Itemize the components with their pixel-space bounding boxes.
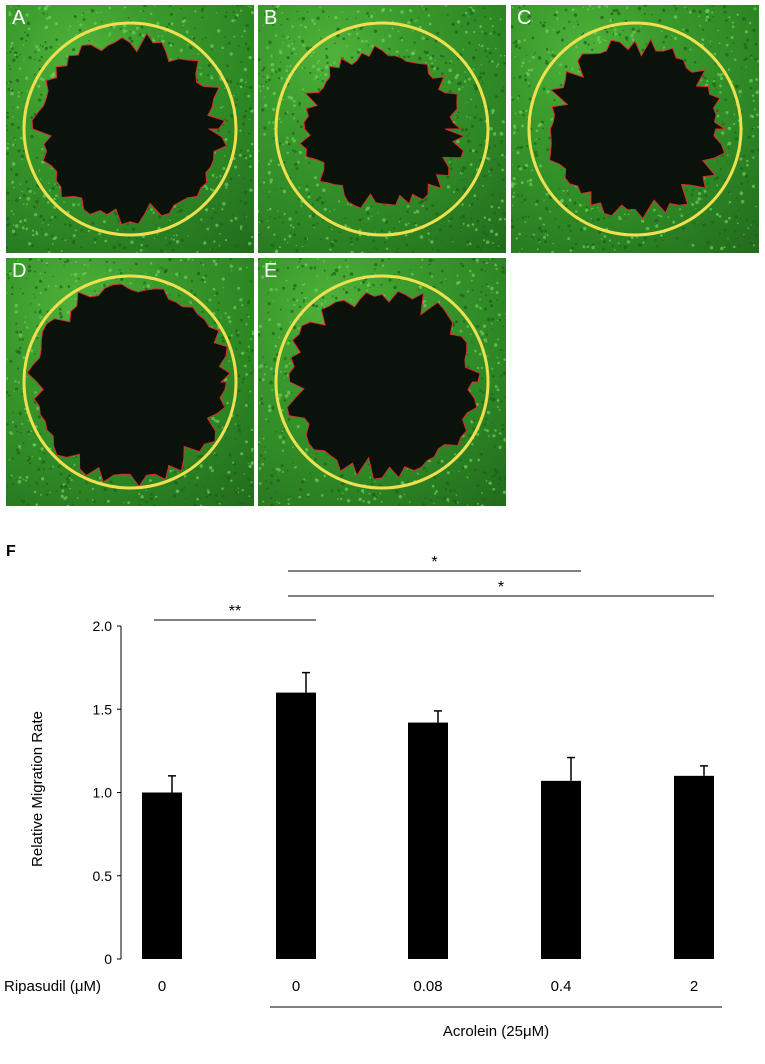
panel-label-a: A xyxy=(12,7,26,29)
wound-area xyxy=(31,32,228,226)
acrolein-group-label: Acrolein (25μM) xyxy=(443,1023,549,1040)
y-tick-label: 2.0 xyxy=(93,618,113,634)
initial-wound-circle xyxy=(22,274,238,490)
significance-brackets: **** xyxy=(154,554,714,621)
panel-label-d: D xyxy=(12,260,27,282)
wound-image-b xyxy=(258,5,506,253)
bars xyxy=(142,692,714,959)
y-tick-label: 1.5 xyxy=(93,701,113,717)
y-axis-title: Relative Migration Rate xyxy=(29,711,46,867)
y-tick-label: 0 xyxy=(104,951,112,967)
initial-wound-circle xyxy=(22,21,238,237)
panel-label-c: C xyxy=(517,7,532,29)
wound-area xyxy=(26,283,231,488)
migration-rate-bar-chart: F **** 00.51.01.52.0 Relative Migration … xyxy=(4,543,722,1040)
x-category-label: 0 xyxy=(292,978,300,995)
wound-image-d xyxy=(6,258,254,506)
wound-image-c xyxy=(511,5,759,253)
x-category-labels: 0 0 0.08 0.4 2 xyxy=(158,978,698,995)
bar xyxy=(674,775,714,959)
x-category-label: 0.4 xyxy=(551,978,572,995)
panel-label-b: B xyxy=(264,7,278,29)
panel-label-e: E xyxy=(264,260,278,282)
x-category-label: 2 xyxy=(690,978,698,995)
wound-image-e xyxy=(258,258,506,506)
initial-wound-circle xyxy=(274,274,490,490)
bar xyxy=(408,722,448,959)
initial-wound-circle xyxy=(274,21,490,237)
cell-texture xyxy=(258,5,506,253)
initial-wound-circle xyxy=(527,21,743,237)
micrograph-panel-d: D xyxy=(6,258,254,506)
significance-marker: * xyxy=(431,554,437,571)
bar xyxy=(276,692,316,959)
x-category-label: 0.08 xyxy=(413,978,442,995)
bar xyxy=(142,792,182,959)
y-tick-label: 1.0 xyxy=(93,785,113,801)
y-axis-ticks: 0 0.5 1.0 1.5 2.0 xyxy=(93,618,121,967)
x-category-label: 0 xyxy=(158,978,166,995)
wound-area xyxy=(286,290,481,480)
wound-image-a xyxy=(6,5,254,253)
ripasudil-row-label: Ripasudil (μM) xyxy=(4,978,101,995)
micrograph-panel-e: E xyxy=(258,258,506,506)
bar xyxy=(541,780,581,959)
panel-label-f: F xyxy=(6,543,16,560)
y-tick-label: 0.5 xyxy=(93,868,113,884)
significance-marker: * xyxy=(498,579,504,596)
micrograph-panel-a: A xyxy=(6,5,254,253)
micrograph-panel-b: B xyxy=(258,5,506,253)
wound-area xyxy=(299,45,466,209)
significance-marker: ** xyxy=(229,603,241,620)
wound-area xyxy=(549,38,727,220)
micrograph-panel-c: C xyxy=(511,5,759,253)
error-bars xyxy=(168,671,708,793)
